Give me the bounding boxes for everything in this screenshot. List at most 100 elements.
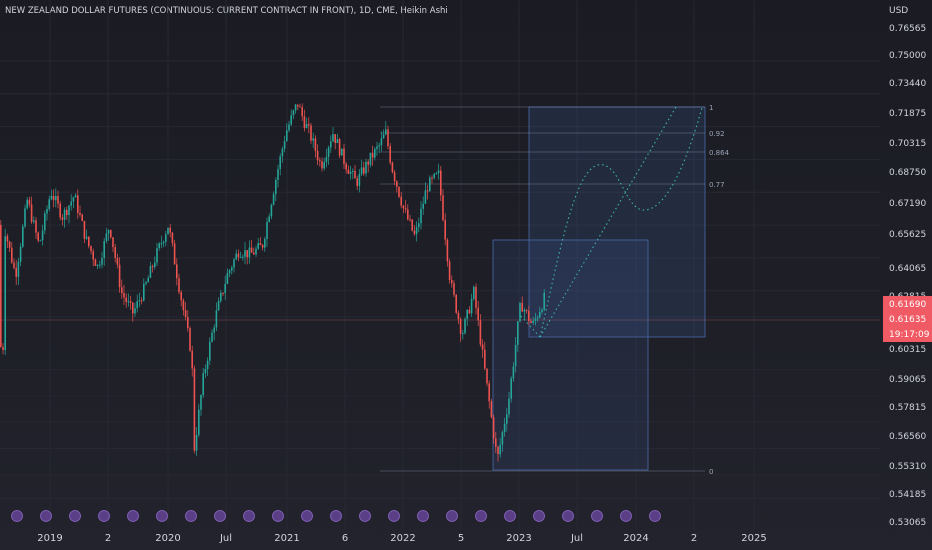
candle-body	[481, 344, 484, 350]
price-tag-box	[883, 296, 932, 342]
candle-body	[26, 199, 28, 209]
candle-body	[488, 383, 490, 402]
candle-body	[462, 333, 464, 335]
candle-body	[305, 124, 308, 128]
candle-body	[275, 179, 277, 195]
candle-body	[237, 253, 240, 258]
candle-body	[323, 162, 325, 169]
fib-label: 0.92	[709, 130, 725, 138]
candle-body	[389, 146, 391, 163]
event-marker-icon	[301, 510, 313, 522]
candle-body	[209, 341, 211, 361]
candle-body	[539, 311, 541, 318]
candle-body	[312, 138, 314, 141]
event-marker-icon	[417, 510, 429, 522]
candle-body	[123, 293, 125, 298]
candle-body	[525, 310, 528, 312]
candle-body	[475, 286, 477, 308]
candle-body	[92, 251, 94, 260]
candle-body	[292, 110, 295, 116]
candle-body	[15, 267, 17, 277]
candle-body	[41, 230, 44, 241]
candle-body	[523, 310, 526, 312]
candle-body	[101, 258, 103, 265]
currency-label: USD	[889, 6, 908, 16]
candle-body	[8, 241, 11, 248]
candle-body	[455, 294, 457, 313]
time-axis-label: 2019	[37, 533, 62, 544]
candle-body	[442, 195, 444, 221]
candle-body	[283, 141, 286, 149]
candle-body	[424, 190, 427, 204]
price-axis-label: 0.75000	[889, 51, 926, 61]
candle-body	[510, 378, 512, 399]
candle-body	[459, 319, 462, 334]
price-now-label: 0.61690	[889, 300, 926, 310]
candle-body	[281, 148, 284, 157]
time-axis-label: Jul	[219, 533, 232, 544]
candle-body	[451, 280, 453, 284]
candle-body	[457, 312, 460, 320]
candle-body	[325, 156, 328, 163]
candle-body	[66, 209, 68, 216]
candle-body	[52, 195, 55, 201]
candle-body	[140, 300, 143, 302]
candle-body	[374, 148, 376, 158]
event-marker-icon	[98, 510, 110, 522]
candle-body	[308, 124, 310, 126]
candle-body	[17, 261, 20, 277]
event-marker-icon	[69, 510, 81, 522]
candle-body	[288, 124, 290, 131]
projection-box	[528, 106, 706, 338]
event-marker-icon	[359, 510, 371, 522]
candle-body	[352, 170, 354, 172]
candle-body	[143, 283, 145, 301]
candle-body	[279, 156, 281, 170]
event-marker-icon	[446, 510, 458, 522]
candle-body	[235, 253, 237, 260]
event-marker-icon	[243, 510, 255, 522]
candle-body	[479, 320, 482, 345]
candle-body	[543, 292, 545, 310]
candle-body	[180, 292, 182, 301]
candle-body	[169, 227, 171, 233]
candle-body	[160, 243, 163, 245]
candle-body	[171, 232, 174, 244]
candle-body	[369, 152, 372, 165]
candle-body	[470, 299, 473, 314]
candle-body	[220, 292, 222, 301]
candle-body	[4, 236, 6, 351]
candle-body	[156, 248, 158, 263]
candle-body	[259, 243, 262, 245]
candle-body	[363, 167, 365, 174]
candle-body	[239, 256, 242, 258]
candle-body	[332, 134, 334, 142]
price-prev-label: 0.61635	[889, 315, 926, 325]
candle-body	[413, 230, 416, 235]
candle-body	[503, 423, 506, 433]
candle-body	[246, 250, 248, 258]
price-axis-label: 0.60315	[889, 345, 926, 355]
candle-body	[327, 147, 330, 157]
candle-body	[204, 369, 207, 374]
candle-body	[222, 292, 224, 294]
event-marker-icon	[649, 510, 661, 522]
candle-body	[244, 250, 246, 257]
candle-body	[409, 219, 411, 221]
candle-body	[61, 217, 64, 220]
candle-body	[448, 261, 451, 281]
candle-body	[411, 219, 413, 231]
candle-body	[477, 307, 479, 321]
price-axis-label: 0.56560	[889, 432, 926, 442]
candle-body	[125, 297, 127, 302]
candle-body	[319, 160, 321, 162]
candle-body	[44, 213, 46, 231]
candle-body	[528, 310, 530, 322]
retracement-box	[492, 239, 649, 471]
candle-body	[286, 130, 288, 142]
candle-body	[338, 139, 341, 156]
candle-body	[336, 139, 339, 144]
candle-body	[145, 282, 147, 284]
candle-body	[334, 134, 336, 144]
